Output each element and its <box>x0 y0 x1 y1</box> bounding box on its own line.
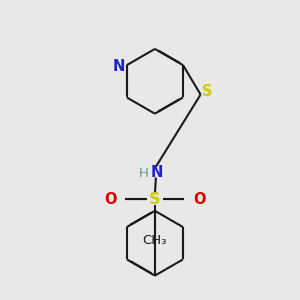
Text: S: S <box>149 192 161 207</box>
Text: O: O <box>104 192 117 207</box>
Text: H: H <box>139 167 149 180</box>
Text: CH₃: CH₃ <box>143 234 167 247</box>
Text: O: O <box>193 192 205 207</box>
Text: S: S <box>202 84 213 99</box>
Text: N: N <box>151 165 163 180</box>
Text: N: N <box>113 58 125 74</box>
